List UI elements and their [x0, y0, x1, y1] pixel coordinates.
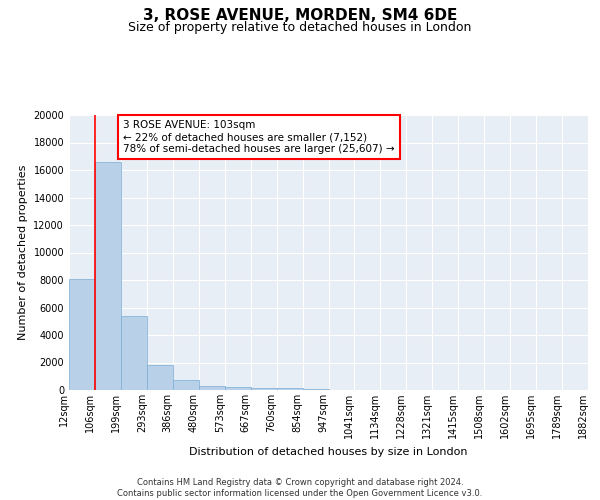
Bar	[302, 389, 329, 390]
Bar	[173, 380, 199, 390]
Bar	[225, 387, 251, 390]
Bar	[69, 280, 95, 390]
Bar	[147, 364, 173, 390]
Text: 3, ROSE AVENUE, MORDEN, SM4 6DE: 3, ROSE AVENUE, MORDEN, SM4 6DE	[143, 8, 457, 22]
Bar	[199, 386, 224, 390]
Bar	[95, 162, 121, 390]
Bar	[277, 388, 302, 390]
Text: Contains HM Land Registry data © Crown copyright and database right 2024.
Contai: Contains HM Land Registry data © Crown c…	[118, 478, 482, 498]
Y-axis label: Number of detached properties: Number of detached properties	[18, 165, 28, 340]
Text: Size of property relative to detached houses in London: Size of property relative to detached ho…	[128, 21, 472, 34]
Bar	[251, 388, 277, 390]
Bar	[121, 316, 147, 390]
Text: 3 ROSE AVENUE: 103sqm
← 22% of detached houses are smaller (7,152)
78% of semi-d: 3 ROSE AVENUE: 103sqm ← 22% of detached …	[124, 120, 395, 154]
X-axis label: Distribution of detached houses by size in London: Distribution of detached houses by size …	[189, 446, 468, 456]
